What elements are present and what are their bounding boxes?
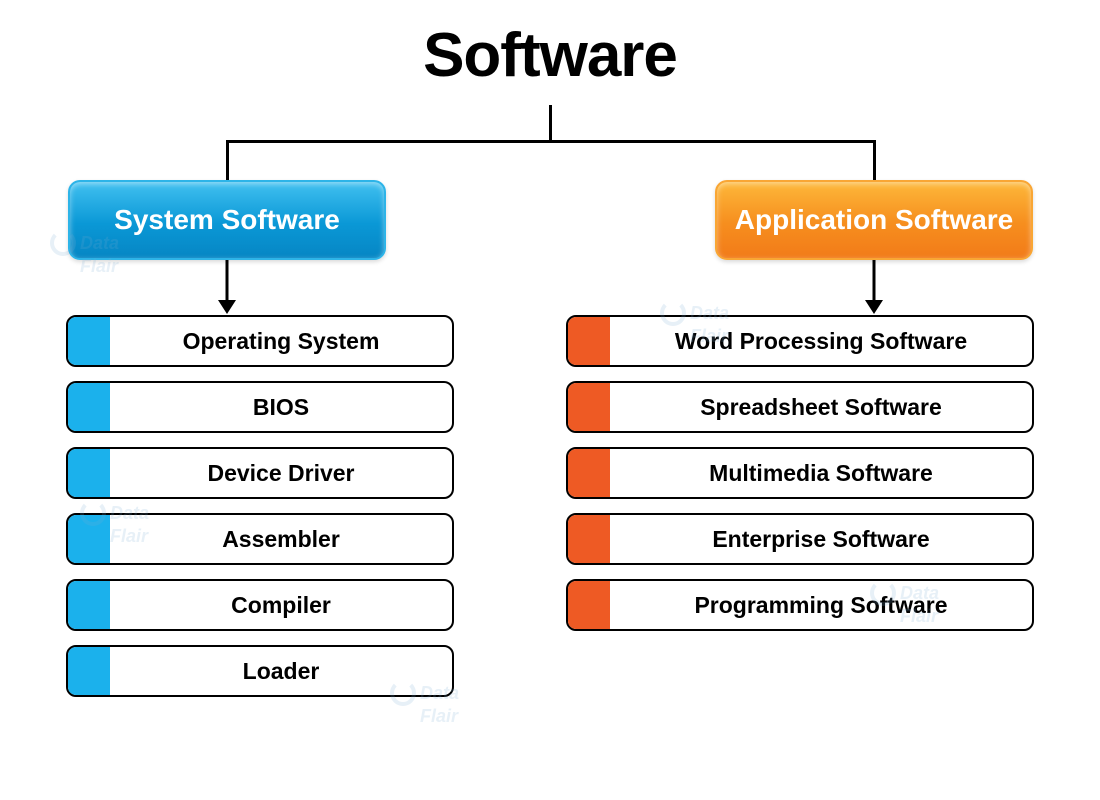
list-item: Multimedia Software	[566, 447, 1034, 499]
item-label: Operating System	[110, 317, 452, 365]
item-label: Compiler	[110, 581, 452, 629]
category-label: System Software	[114, 204, 340, 236]
item-label: BIOS	[110, 383, 452, 431]
connector-right-vertical	[873, 140, 876, 180]
item-label: Loader	[110, 647, 452, 695]
item-color-tab	[68, 383, 110, 431]
item-color-tab	[568, 515, 610, 563]
category-label: Application Software	[735, 204, 1013, 236]
item-color-tab	[568, 581, 610, 629]
diagram-title: Software	[423, 20, 677, 91]
list-item: Compiler	[66, 579, 454, 631]
list-item: Enterprise Software	[566, 513, 1034, 565]
item-color-tab	[568, 317, 610, 365]
item-color-tab	[68, 647, 110, 695]
connector-root-vertical	[549, 105, 552, 140]
list-item: Spreadsheet Software	[566, 381, 1034, 433]
list-item: BIOS	[66, 381, 454, 433]
list-item: Device Driver	[66, 447, 454, 499]
item-label: Enterprise Software	[610, 515, 1032, 563]
item-label: Device Driver	[110, 449, 452, 497]
item-color-tab	[568, 383, 610, 431]
list-item: Word Processing Software	[566, 315, 1034, 367]
list-item: Operating System	[66, 315, 454, 367]
list-item: Programming Software	[566, 579, 1034, 631]
item-label: Programming Software	[610, 581, 1032, 629]
list-item: Loader	[66, 645, 454, 697]
item-color-tab	[568, 449, 610, 497]
item-label: Multimedia Software	[610, 449, 1032, 497]
connector-left-vertical	[226, 140, 229, 180]
connector-horizontal	[226, 140, 876, 143]
item-color-tab	[68, 581, 110, 629]
item-label: Word Processing Software	[610, 317, 1032, 365]
item-label: Spreadsheet Software	[610, 383, 1032, 431]
list-item: Assembler	[66, 513, 454, 565]
item-label: Assembler	[110, 515, 452, 563]
category-application-software: Application Software	[715, 180, 1033, 260]
application-software-list: Word Processing Software Spreadsheet Sof…	[566, 315, 1034, 631]
item-color-tab	[68, 449, 110, 497]
item-color-tab	[68, 317, 110, 365]
item-color-tab	[68, 515, 110, 563]
category-system-software: System Software	[68, 180, 386, 260]
system-software-list: Operating System BIOS Device Driver Asse…	[66, 315, 454, 697]
